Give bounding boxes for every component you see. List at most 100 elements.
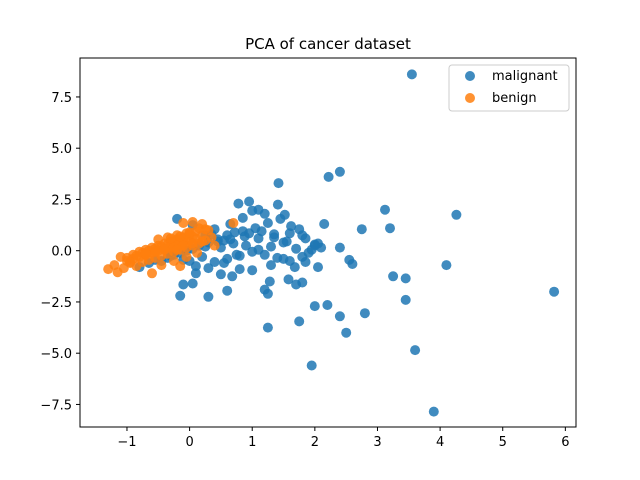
data-point-benign xyxy=(172,244,183,255)
data-point-malignant xyxy=(262,322,273,333)
data-point-malignant xyxy=(222,285,233,296)
data-point-benign xyxy=(192,247,203,258)
x-tick-label: 4 xyxy=(436,435,444,450)
data-point-malignant xyxy=(284,228,295,239)
data-point-benign xyxy=(109,260,120,271)
data-point-malignant xyxy=(269,232,280,243)
data-point-benign xyxy=(153,234,164,245)
y-tick-label: −7.5 xyxy=(40,398,72,413)
legend-marker-benign xyxy=(465,93,475,103)
data-point-malignant xyxy=(294,316,305,327)
data-point-malignant xyxy=(400,294,411,305)
data-point-malignant xyxy=(233,198,244,209)
data-point-malignant xyxy=(259,249,270,260)
legend-box xyxy=(448,64,570,112)
series-benign xyxy=(103,217,239,279)
data-point-malignant xyxy=(291,243,302,254)
data-point-benign xyxy=(187,217,198,227)
data-point-malignant xyxy=(451,209,462,220)
data-point-malignant xyxy=(273,178,284,189)
y-tick-label: −2.5 xyxy=(40,296,72,311)
data-point-malignant xyxy=(256,226,267,237)
data-point-malignant xyxy=(247,265,258,276)
data-point-malignant xyxy=(209,257,220,267)
data-point-benign xyxy=(168,256,179,266)
data-point-malignant xyxy=(247,205,258,216)
data-point-malignant xyxy=(225,234,236,245)
data-point-malignant xyxy=(347,259,358,269)
data-point-malignant xyxy=(266,260,276,271)
y-tick-label: 7.5 xyxy=(51,91,72,106)
x-tick-label: 0 xyxy=(185,435,193,450)
y-axis: −7.5 −5.0 −2.5 0.0 2.5 5.0 7.5 xyxy=(40,91,80,413)
data-point-malignant xyxy=(227,271,238,282)
x-tick-label: −1 xyxy=(117,435,136,450)
data-point-malignant xyxy=(178,279,189,290)
data-point-malignant xyxy=(278,253,289,264)
data-point-malignant xyxy=(278,237,289,248)
data-point-malignant xyxy=(175,290,186,301)
legend-label-malignant: malignant xyxy=(492,69,558,84)
data-point-benign xyxy=(178,218,189,228)
data-point-malignant xyxy=(385,223,395,234)
data-point-malignant xyxy=(187,278,198,289)
data-point-benign xyxy=(197,219,208,229)
data-point-malignant xyxy=(380,204,390,215)
data-point-benign xyxy=(131,250,142,261)
data-point-benign xyxy=(175,231,186,242)
data-point-malignant xyxy=(283,274,294,285)
data-point-malignant xyxy=(259,208,270,219)
data-point-malignant xyxy=(309,301,320,312)
x-tick-label: 2 xyxy=(311,435,319,450)
data-point-benign xyxy=(184,227,195,238)
plot-frame xyxy=(79,57,577,428)
data-point-malignant xyxy=(203,263,214,274)
data-point-malignant xyxy=(264,276,275,287)
data-point-malignant xyxy=(244,228,255,239)
data-point-malignant xyxy=(428,406,439,417)
data-point-benign xyxy=(165,233,176,244)
data-point-malignant xyxy=(234,264,245,275)
data-point-benign xyxy=(147,268,157,279)
data-point-malignant xyxy=(410,345,421,356)
x-tick-label: 3 xyxy=(373,435,381,450)
data-point-benign xyxy=(156,260,167,271)
data-point-malignant xyxy=(400,273,411,284)
data-point-malignant xyxy=(266,241,276,252)
data-point-malignant xyxy=(356,224,367,235)
data-point-malignant xyxy=(297,277,308,288)
data-point-benign xyxy=(125,257,136,267)
y-tick-label: 2.5 xyxy=(51,193,72,208)
data-point-benign xyxy=(228,218,239,228)
points-layer xyxy=(103,69,560,417)
data-point-malignant xyxy=(441,260,452,271)
data-point-benign xyxy=(181,251,192,262)
data-point-malignant xyxy=(247,246,258,257)
data-point-malignant xyxy=(388,271,399,282)
data-point-malignant xyxy=(275,213,286,224)
data-point-malignant xyxy=(334,311,345,322)
y-tick-label: 5.0 xyxy=(51,142,72,157)
data-point-malignant xyxy=(406,69,417,80)
data-point-malignant xyxy=(549,286,560,297)
data-point-malignant xyxy=(309,240,320,251)
data-point-malignant xyxy=(262,218,273,228)
data-point-benign xyxy=(187,238,198,249)
data-point-malignant xyxy=(334,166,345,177)
data-point-malignant xyxy=(219,258,229,268)
data-point-malignant xyxy=(319,219,330,229)
x-tick-label: 6 xyxy=(561,435,569,450)
data-point-malignant xyxy=(341,327,352,338)
data-point-benign xyxy=(209,240,220,251)
x-tick-label: 1 xyxy=(248,435,256,450)
legend: malignant benign xyxy=(448,64,570,112)
chart-title: PCA of cancer dataset xyxy=(245,35,411,53)
data-point-malignant xyxy=(359,308,370,319)
data-point-malignant xyxy=(237,212,248,223)
y-tick-label: 0.0 xyxy=(51,245,72,260)
data-point-benign xyxy=(197,236,208,247)
data-point-malignant xyxy=(313,262,323,273)
y-tick-label: −5.0 xyxy=(40,347,72,362)
data-point-malignant xyxy=(323,171,334,182)
